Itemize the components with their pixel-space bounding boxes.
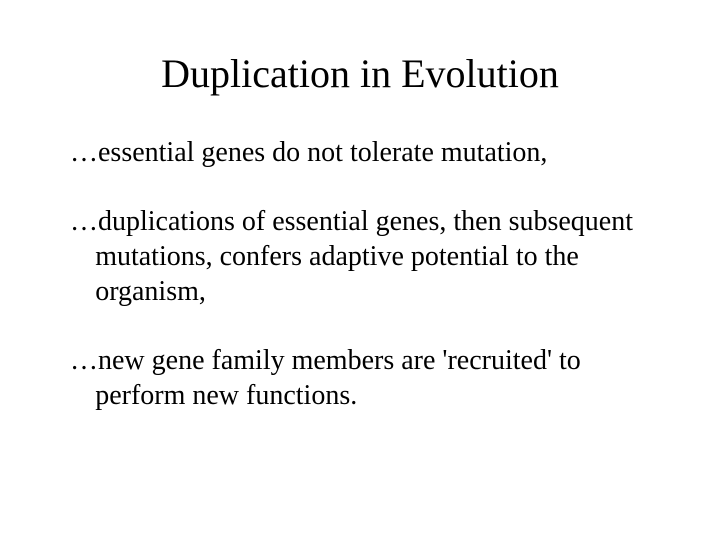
bullet-item: …duplications of essential genes, then s… — [70, 204, 650, 309]
bullet-list: …essential genes do not tolerate mutatio… — [70, 135, 650, 413]
slide: Duplication in Evolution …essential gene… — [0, 0, 720, 540]
bullet-item: …new gene family members are 'recruited'… — [70, 343, 650, 413]
bullet-item: …essential genes do not tolerate mutatio… — [70, 135, 650, 170]
slide-title: Duplication in Evolution — [70, 50, 650, 97]
